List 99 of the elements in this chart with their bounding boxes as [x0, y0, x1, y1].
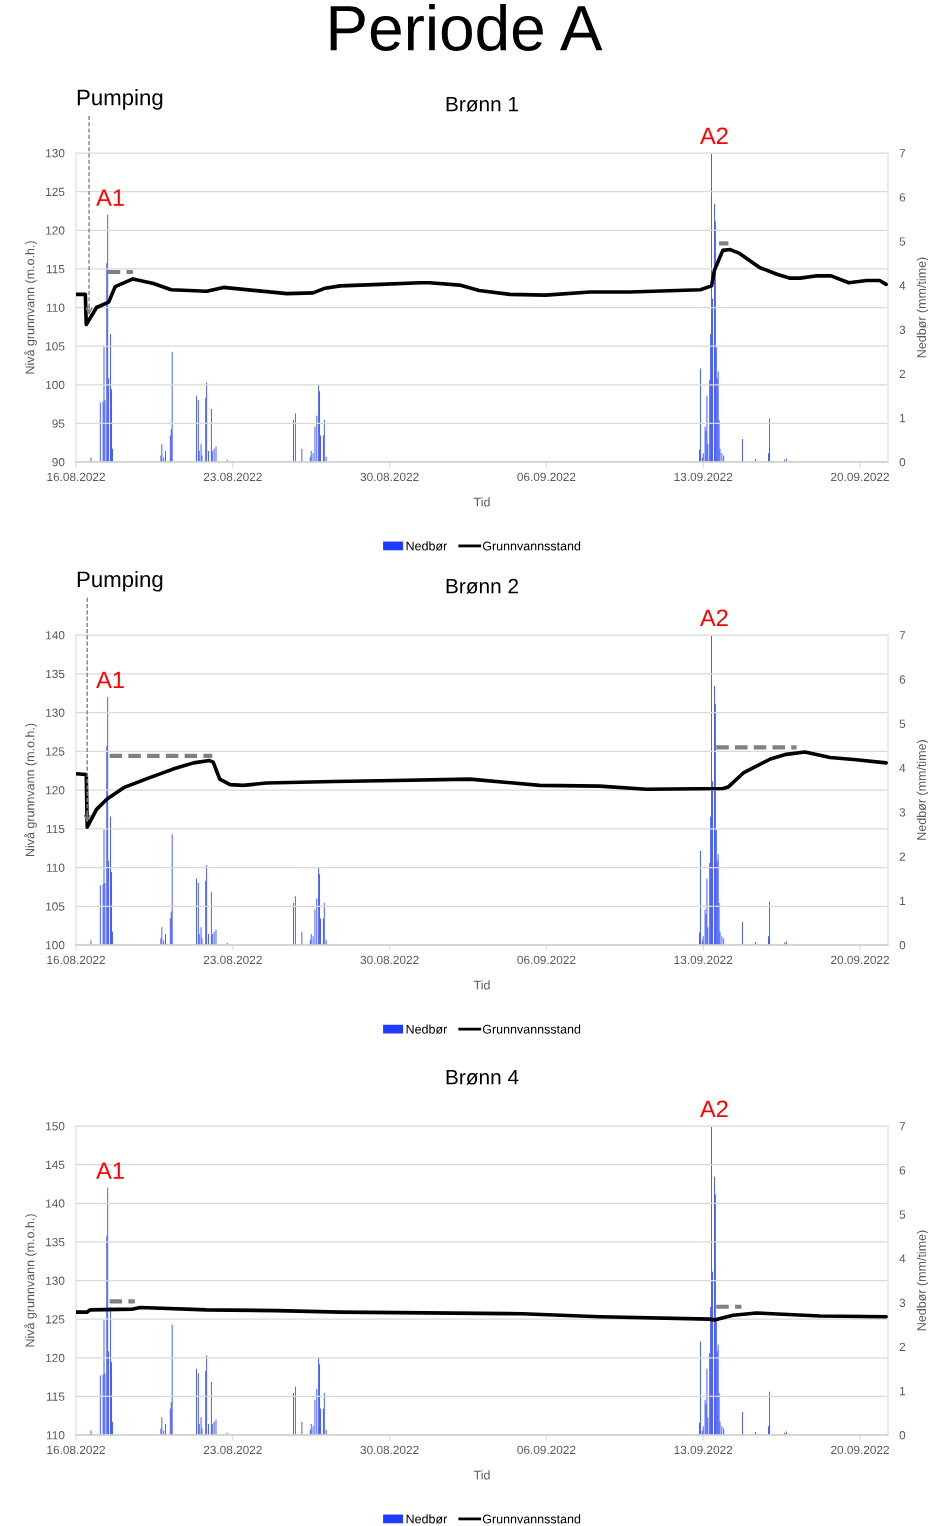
chart-title: Brønn 4 — [446, 1070, 519, 1085]
chart-title: Brønn 2 — [446, 578, 519, 594]
y2-tick-label: 4 — [899, 1254, 906, 1263]
y2-tick-label: 5 — [899, 719, 906, 728]
y-tick-label: 140 — [46, 1199, 65, 1208]
x-tick-label: 13.09.2022 — [674, 1445, 733, 1455]
y-tick-label: 125 — [46, 747, 65, 756]
y2-tick-label: 1 — [900, 1387, 906, 1396]
ref-line-label: Pumping — [77, 89, 163, 110]
legend-label: Nedbør — [406, 541, 448, 551]
y2-tick-label: 5 — [899, 1210, 906, 1219]
annotation: A1 — [96, 671, 124, 688]
y-tick-label: 135 — [46, 1237, 65, 1247]
ref-line-label: Pumping — [77, 570, 163, 592]
y2-tick-label: 0 — [899, 458, 906, 467]
y2-tick-label: 3 — [899, 808, 906, 817]
y-tick-label: 90 — [52, 458, 65, 467]
x-tick-label: 16.08.2022 — [47, 1445, 105, 1455]
x-tick-label: 16.08.2022 — [47, 472, 105, 482]
y-tick-label: 120 — [46, 226, 65, 235]
annotation: A2 — [699, 609, 728, 626]
y2-axis-title: Nedbør (mm/time) — [916, 740, 928, 840]
y2-tick-label: 6 — [899, 1166, 906, 1175]
y-tick-label: 130 — [46, 149, 65, 158]
y-tick-label: 105 — [46, 342, 65, 351]
x-tick-label: 23.08.2022 — [203, 955, 262, 965]
y-tick-label: 115 — [46, 1392, 65, 1401]
y-tick-label: 145 — [46, 1160, 65, 1170]
x-axis-title: Tid — [473, 497, 490, 507]
y-tick-label: 115 — [46, 824, 65, 834]
chart-title: Brønn 1 — [446, 97, 519, 112]
y-axis-title: Nivå grunnvann (m.o.h.) — [24, 241, 37, 374]
y2-tick-label: 5 — [899, 237, 906, 246]
x-tick-label: 06.09.2022 — [517, 1445, 576, 1455]
y2-tick-label: 3 — [899, 1298, 906, 1307]
y2-tick-label: 0 — [899, 941, 906, 950]
y-tick-label: 100 — [46, 380, 65, 390]
y2-tick-label: 6 — [899, 193, 906, 202]
x-tick-label: 20.09.2022 — [831, 472, 889, 482]
legend-label: Grunnvannsstand — [482, 1024, 581, 1034]
x-tick-label: 20.09.2022 — [831, 955, 889, 965]
x-tick-label: 30.08.2022 — [360, 955, 419, 965]
y-tick-label: 130 — [46, 1276, 65, 1285]
y-tick-label: 120 — [46, 1353, 65, 1363]
y2-tick-label: 4 — [899, 764, 906, 773]
line-series — [76, 1305, 888, 1322]
y2-tick-label: 0 — [899, 1431, 906, 1440]
y2-tick-label: 1 — [900, 414, 906, 423]
x-axis-title: Tid — [473, 1470, 490, 1480]
y2-tick-label: 1 — [900, 896, 906, 905]
y-tick-label: 105 — [46, 902, 65, 911]
y-tick-label: 110 — [46, 1431, 65, 1440]
line-series — [76, 247, 888, 327]
x-tick-label: 13.09.2022 — [674, 472, 733, 482]
x-tick-label: 23.08.2022 — [203, 1445, 262, 1455]
y-tick-label: 95 — [52, 419, 65, 428]
annotation: A2 — [699, 1100, 728, 1117]
y-tick-label: 110 — [46, 863, 65, 872]
x-tick-label: 06.09.2022 — [517, 472, 576, 482]
y2-tick-label: 2 — [899, 852, 906, 861]
x-tick-label: 13.09.2022 — [674, 955, 733, 965]
y2-axis-title: Nedbør (mm/time) — [916, 257, 928, 358]
legend-label: Nedbør — [406, 1514, 448, 1524]
line-series — [76, 750, 888, 830]
y2-axis-title: Nedbør (mm/time) — [916, 1230, 928, 1331]
y2-tick-label: 7 — [899, 149, 906, 158]
x-tick-label: 30.08.2022 — [360, 472, 419, 482]
annotation: A1 — [96, 1162, 124, 1179]
y-tick-label: 125 — [46, 187, 65, 197]
annotation: A2 — [699, 127, 728, 144]
y2-tick-label: 6 — [899, 675, 906, 684]
y-axis-title: Nivå grunnvann (m.o.h.) — [24, 1214, 37, 1347]
y-tick-label: 150 — [46, 1122, 65, 1131]
legend-label: Grunnvannsstand — [482, 541, 581, 551]
y-tick-label: 100 — [46, 941, 65, 950]
legend-label: Grunnvannsstand — [482, 1514, 581, 1524]
y-tick-label: 110 — [46, 303, 65, 312]
y2-tick-label: 2 — [899, 1342, 906, 1351]
legend-label: Nedbør — [406, 1024, 448, 1034]
x-tick-label: 20.09.2022 — [831, 1445, 889, 1455]
annotation: A1 — [96, 189, 124, 206]
y2-tick-label: 7 — [899, 631, 906, 640]
y-tick-label: 125 — [46, 1315, 65, 1324]
x-tick-label: 06.09.2022 — [517, 955, 576, 965]
y-tick-label: 130 — [46, 708, 65, 717]
y2-tick-label: 7 — [899, 1122, 906, 1131]
y-axis-title: Nivå grunnvann (m.o.h.) — [24, 723, 37, 857]
x-tick-label: 30.08.2022 — [360, 1445, 419, 1455]
y-tick-label: 135 — [46, 669, 65, 679]
x-axis-title: Tid — [473, 980, 490, 990]
text: Periode A — [330, 4, 603, 51]
y-tick-label: 120 — [46, 786, 65, 795]
y-tick-label: 115 — [46, 265, 65, 274]
x-tick-label: 16.08.2022 — [47, 955, 105, 965]
y2-tick-label: 4 — [899, 281, 906, 290]
y2-tick-label: 3 — [899, 325, 906, 334]
y2-tick-label: 2 — [899, 369, 906, 378]
y-tick-label: 140 — [46, 631, 65, 640]
x-tick-label: 23.08.2022 — [203, 472, 262, 482]
